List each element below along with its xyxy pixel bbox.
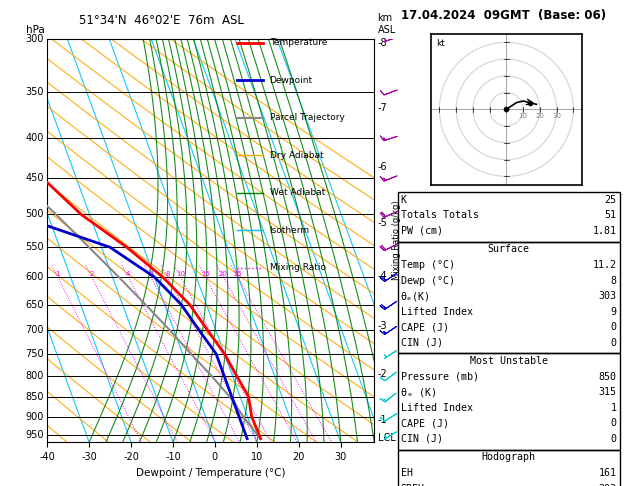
Text: 8: 8 <box>610 276 616 286</box>
Text: 25: 25 <box>233 271 242 277</box>
Text: Dry Adiabat: Dry Adiabat <box>270 151 323 160</box>
Text: LCL: LCL <box>377 433 395 443</box>
Text: CIN (J): CIN (J) <box>401 434 443 444</box>
Text: Wet Adiabat: Wet Adiabat <box>270 189 325 197</box>
Text: 800: 800 <box>26 371 44 381</box>
Text: -7: -7 <box>377 103 387 113</box>
Text: 8: 8 <box>165 271 170 277</box>
Text: 1.81: 1.81 <box>593 226 616 236</box>
Text: 51: 51 <box>604 210 616 221</box>
Text: EH: EH <box>401 468 413 478</box>
Text: 650: 650 <box>25 300 44 310</box>
Text: 0: 0 <box>610 434 616 444</box>
Text: 20: 20 <box>535 113 544 119</box>
Text: 203: 203 <box>598 484 616 486</box>
Text: θₑ (K): θₑ (K) <box>401 387 437 398</box>
Text: 0: 0 <box>610 322 616 332</box>
Text: 0: 0 <box>610 418 616 429</box>
Text: CIN (J): CIN (J) <box>401 338 443 348</box>
Text: 700: 700 <box>25 325 44 335</box>
Text: Lifted Index: Lifted Index <box>401 403 472 413</box>
Text: θₑ(K): θₑ(K) <box>401 291 431 301</box>
Text: 1: 1 <box>55 271 60 277</box>
Text: 850: 850 <box>25 392 44 402</box>
Text: Totals Totals: Totals Totals <box>401 210 479 221</box>
Text: -2: -2 <box>377 369 387 379</box>
Text: 9: 9 <box>610 307 616 317</box>
Text: 30: 30 <box>552 113 561 119</box>
Text: 450: 450 <box>25 173 44 183</box>
Text: Lifted Index: Lifted Index <box>401 307 472 317</box>
Text: SREH: SREH <box>401 484 425 486</box>
Text: PW (cm): PW (cm) <box>401 226 443 236</box>
Text: 2: 2 <box>89 271 94 277</box>
Text: Mixing Ratio: Mixing Ratio <box>270 263 326 273</box>
Text: Parcel Trajectory: Parcel Trajectory <box>270 113 345 122</box>
Text: CAPE (J): CAPE (J) <box>401 418 448 429</box>
Text: Isotherm: Isotherm <box>270 226 309 235</box>
Text: 161: 161 <box>598 468 616 478</box>
Text: K: K <box>401 195 407 205</box>
Text: -4: -4 <box>377 271 387 281</box>
Text: 303: 303 <box>598 291 616 301</box>
Text: -6: -6 <box>377 162 387 173</box>
Text: 1: 1 <box>610 403 616 413</box>
Text: 900: 900 <box>26 412 44 421</box>
Text: CAPE (J): CAPE (J) <box>401 322 448 332</box>
Text: 25: 25 <box>604 195 616 205</box>
Text: -3: -3 <box>377 321 387 331</box>
Text: Pressure (mb): Pressure (mb) <box>401 372 479 382</box>
Text: -5: -5 <box>377 218 387 228</box>
Text: 600: 600 <box>26 272 44 282</box>
Text: 17.04.2024  09GMT  (Base: 06): 17.04.2024 09GMT (Base: 06) <box>401 9 606 22</box>
Text: 10: 10 <box>176 271 185 277</box>
Text: 315: 315 <box>598 387 616 398</box>
Text: 850: 850 <box>598 372 616 382</box>
Text: 500: 500 <box>25 209 44 220</box>
Text: Most Unstable: Most Unstable <box>469 356 548 366</box>
Text: 300: 300 <box>26 34 44 44</box>
Text: Hodograph: Hodograph <box>482 452 535 463</box>
Text: hPa: hPa <box>26 25 45 35</box>
Text: Dewp (°C): Dewp (°C) <box>401 276 455 286</box>
Text: 0: 0 <box>610 338 616 348</box>
Text: -1: -1 <box>377 415 387 425</box>
Text: 750: 750 <box>25 349 44 359</box>
X-axis label: Dewpoint / Temperature (°C): Dewpoint / Temperature (°C) <box>136 468 286 478</box>
Text: -8: -8 <box>377 38 387 49</box>
Text: 4: 4 <box>126 271 130 277</box>
Text: 51°34'N  46°02'E  76m  ASL: 51°34'N 46°02'E 76m ASL <box>79 14 244 27</box>
Text: 550: 550 <box>25 242 44 252</box>
Text: 950: 950 <box>25 430 44 440</box>
Text: 20: 20 <box>219 271 228 277</box>
Text: 6: 6 <box>148 271 153 277</box>
Text: 15: 15 <box>201 271 209 277</box>
Text: Temp (°C): Temp (°C) <box>401 260 455 270</box>
Text: Temperature: Temperature <box>270 38 327 48</box>
Text: Surface: Surface <box>487 244 530 255</box>
Text: 400: 400 <box>26 133 44 143</box>
Text: Mixing Ratio (g/kg): Mixing Ratio (g/kg) <box>392 201 401 280</box>
Text: 350: 350 <box>25 87 44 97</box>
Text: 10: 10 <box>518 113 528 119</box>
Text: km
ASL: km ASL <box>377 13 396 35</box>
Text: 11.2: 11.2 <box>593 260 616 270</box>
Text: Dewpoint: Dewpoint <box>270 76 313 85</box>
Text: kt: kt <box>436 39 445 48</box>
